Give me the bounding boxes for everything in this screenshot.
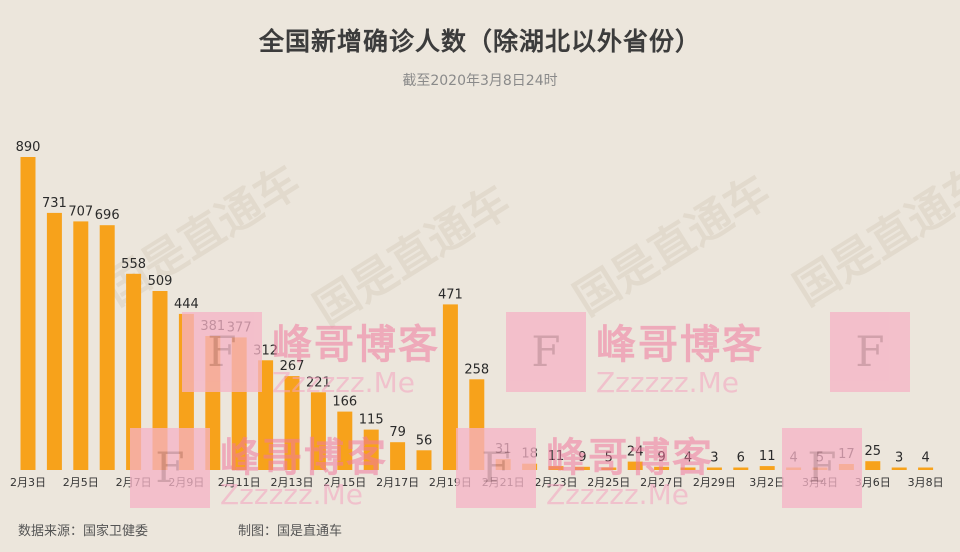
bar-value-label: 5 [605,451,613,466]
x-tick-label: 2月21日 [482,476,525,489]
bar [390,442,406,470]
bar-value-label: 731 [42,196,67,211]
bar-value-label: 890 [16,140,41,155]
bar [495,459,511,470]
bar-value-label: 11 [759,449,776,464]
bar [20,157,36,470]
chart-title: 全国新增确诊人数（除湖北以外省份） [258,27,701,56]
bar-value-label: 221 [306,375,331,390]
bar [574,466,590,470]
x-tick-label: 2月29日 [693,476,736,489]
bar [759,466,775,470]
bar-value-label: 9 [657,450,665,465]
bar-value-label: 267 [280,359,305,374]
bar-value-label: 24 [627,445,644,460]
chart-maker-note: 制图：国是直通车 [238,524,343,539]
bar-value-label: 5 [816,451,824,466]
bar-value-label: 115 [359,413,384,428]
bar [838,464,854,470]
bar-value-label: 18 [521,447,538,462]
x-tick-label: 2月13日 [271,476,314,489]
bar [522,463,538,470]
bar-value-label: 509 [148,274,173,289]
bar [73,221,89,470]
bar [627,461,643,470]
bar-value-label: 707 [68,204,93,219]
bar [231,337,247,470]
bar-value-label: 79 [389,425,406,440]
bar-value-label: 3 [710,451,718,466]
x-tick-label: 2月27日 [640,476,683,489]
x-tick-label: 3月6日 [855,476,891,489]
bar-value-label: 9 [578,450,586,465]
bar [363,429,379,470]
bar-value-label: 696 [95,208,120,223]
x-tick-label: 2月9日 [168,476,204,489]
bar [601,467,617,470]
bar [548,466,564,470]
bar [812,467,828,470]
bar-value-label: 56 [416,433,433,448]
bar-value-label: 381 [200,319,225,334]
bar-value-label: 31 [495,442,512,457]
bar-value-label: 3 [895,451,903,466]
bar-value-label: 17 [838,447,855,462]
bar [469,379,485,470]
bar-value-label: 558 [121,257,146,272]
bar-value-label: 6 [737,451,745,466]
x-tick-label: 2月15日 [323,476,366,489]
bar-value-label: 4 [789,451,797,466]
bar [442,304,458,470]
x-tick-label: 3月2日 [749,476,785,489]
bar [99,225,115,470]
bar [680,467,696,470]
x-tick-label: 2月17日 [376,476,419,489]
bar [258,360,274,470]
bar [654,466,670,470]
bar-value-label: 4 [684,451,692,466]
bar-value-label: 258 [464,362,489,377]
bar-value-label: 4 [921,451,929,466]
data-source-note: 数据来源：国家卫健委 [18,524,149,539]
bar [310,392,326,470]
bar [786,467,802,470]
bar [706,467,722,470]
x-tick-label: 2月25日 [587,476,630,489]
chart-subtitle: 截至2020年3月8日24时 [402,73,558,89]
x-tick-label: 3月8日 [908,476,944,489]
bar [337,411,353,470]
x-tick-label: 2月3日 [10,476,46,489]
bar [46,212,62,470]
x-tick-label: 3月4日 [802,476,838,489]
bar-value-label: 25 [865,444,882,459]
bar [284,376,300,470]
bar [126,273,142,470]
bar [205,336,221,470]
bar [865,461,881,470]
bar [918,467,934,470]
bar-value-label: 444 [174,297,199,312]
bar-value-label: 166 [332,395,357,410]
bar-value-label: 312 [253,343,278,358]
bar [416,450,432,470]
x-tick-label: 2月5日 [63,476,99,489]
bar [891,467,907,470]
x-tick-label: 2月19日 [429,476,472,489]
bar [152,291,168,470]
bar [733,467,749,470]
x-tick-label: 2月7日 [116,476,152,489]
bar-value-label: 377 [227,320,252,335]
x-tick-label: 2月23日 [535,476,578,489]
bar-value-label: 11 [548,449,565,464]
bar-value-label: 471 [438,287,463,302]
x-tick-label: 2月11日 [218,476,261,489]
bar [178,313,194,470]
